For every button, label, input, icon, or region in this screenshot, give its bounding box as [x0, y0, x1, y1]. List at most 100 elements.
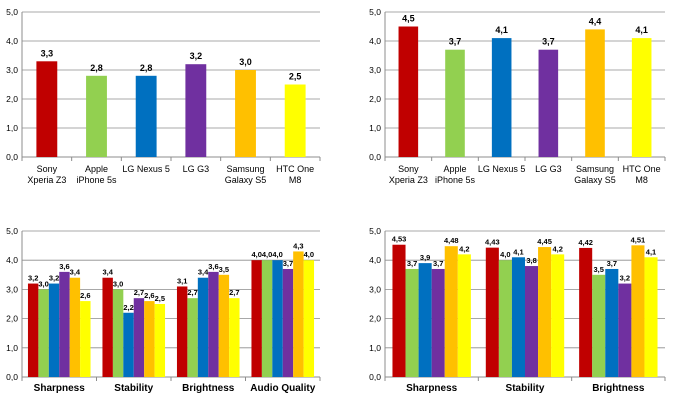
bar	[405, 268, 419, 377]
bar	[592, 274, 606, 377]
data-label: 4,53	[392, 235, 407, 244]
y-tick-label: 3,0	[6, 65, 18, 75]
data-label: 3,7	[433, 259, 443, 268]
data-label: 3,4	[70, 268, 81, 277]
y-tick-label: 4,0	[6, 36, 18, 46]
data-label: 3,0	[38, 279, 48, 288]
bar	[86, 75, 107, 157]
data-label: 3,0	[239, 57, 252, 67]
data-label: 3,7	[542, 37, 555, 47]
category-label: Sony Xperia Z3	[389, 164, 428, 185]
data-label: 2,7	[187, 288, 197, 297]
bar	[144, 301, 155, 377]
bar	[235, 70, 256, 157]
bar	[293, 251, 304, 377]
bar	[491, 38, 512, 157]
data-label: 4,1	[635, 25, 648, 35]
category-label: Samsung Galaxy S5	[574, 164, 616, 185]
y-tick-label: 2,0	[369, 94, 381, 104]
bar	[551, 254, 565, 377]
data-label: 3,7	[283, 259, 293, 268]
category-label: Audio Quality	[250, 383, 315, 394]
y-tick-label: 0,0	[369, 152, 381, 162]
bar	[218, 274, 230, 377]
data-label: 2,6	[144, 291, 154, 300]
bar	[644, 257, 658, 377]
y-tick-label: 1,0	[369, 343, 381, 353]
category-label: LG G3	[183, 164, 210, 174]
data-label: 4,2	[459, 244, 469, 253]
data-label: 4,0	[500, 250, 510, 259]
chart-1: 0,0 1,0 2,0 3,0 4,0 5,0 3,3 Sony Xperia Z3 2,8 App…	[6, 7, 321, 185]
category-label: Sharpness	[34, 383, 86, 394]
bar	[187, 298, 198, 377]
bar	[48, 283, 60, 377]
category-label: Brightness	[182, 383, 235, 394]
category-label: Stability	[114, 383, 153, 394]
bar	[27, 283, 39, 377]
chart-3: 0,01,02,03,04,05,03,23,03,23,63,42,6Shar…	[6, 226, 321, 394]
bar	[631, 38, 652, 157]
data-label: 3,2	[49, 274, 59, 283]
bar	[398, 26, 419, 157]
bar	[538, 247, 552, 377]
bar	[392, 244, 406, 377]
data-label: 4,1	[513, 247, 523, 256]
category-label: Brightness	[592, 383, 645, 394]
bar	[154, 304, 166, 377]
data-label: 4,0	[251, 250, 261, 259]
data-label: 3,9	[420, 253, 430, 262]
bar	[498, 260, 512, 377]
y-tick-label: 5,0	[369, 7, 381, 17]
y-tick-label: 1,0	[6, 123, 18, 133]
data-label: 3,5	[219, 265, 229, 274]
data-label: 3,8	[526, 256, 536, 265]
bar	[69, 277, 81, 377]
bar	[102, 277, 113, 377]
data-label: 3,2	[620, 274, 630, 283]
bar	[485, 247, 499, 377]
data-label: 3,2	[28, 274, 38, 283]
data-label: 4,0	[304, 250, 314, 259]
bar	[579, 247, 593, 377]
category-label: Apple iPhone 5s	[435, 164, 476, 185]
data-label: 3,6	[59, 262, 69, 271]
data-label: 3,7	[407, 259, 417, 268]
data-label: 2,7	[229, 288, 239, 297]
bar	[80, 301, 91, 377]
category-label: Apple iPhone 5s	[76, 164, 117, 185]
data-label: 4,2	[552, 244, 562, 253]
bar	[538, 49, 559, 158]
data-label: 3,4	[102, 268, 113, 277]
data-label: 3,0	[113, 279, 123, 288]
category-label: HTC One M8	[276, 164, 314, 185]
data-label: 2,8	[90, 63, 103, 73]
bar	[525, 266, 539, 377]
bar	[585, 29, 605, 157]
category-label: Stability	[506, 383, 545, 394]
bar	[36, 61, 58, 157]
y-tick-label: 3,0	[369, 284, 381, 294]
bar	[197, 277, 209, 377]
bar	[261, 260, 273, 377]
data-label: 2,5	[289, 72, 302, 82]
y-tick-label: 4,0	[369, 255, 381, 265]
y-tick-label: 1,0	[369, 123, 381, 133]
y-tick-label: 5,0	[6, 7, 18, 17]
category-label: LG G3	[535, 164, 562, 174]
y-tick-label: 2,0	[369, 314, 381, 324]
data-label: 3,4	[198, 268, 209, 277]
data-label: 4,43	[485, 238, 500, 247]
y-tick-label: 2,0	[6, 94, 18, 104]
bar	[123, 312, 134, 377]
bar	[303, 260, 315, 377]
data-label: 4,42	[578, 238, 593, 247]
bar	[133, 298, 145, 377]
category-label: LG Nexus 5	[122, 164, 170, 174]
bar	[176, 286, 188, 377]
bar	[208, 271, 219, 377]
data-label: 3,5	[594, 265, 604, 274]
bar	[444, 246, 458, 377]
y-tick-label: 5,0	[6, 226, 18, 236]
data-label: 3,7	[607, 259, 617, 268]
